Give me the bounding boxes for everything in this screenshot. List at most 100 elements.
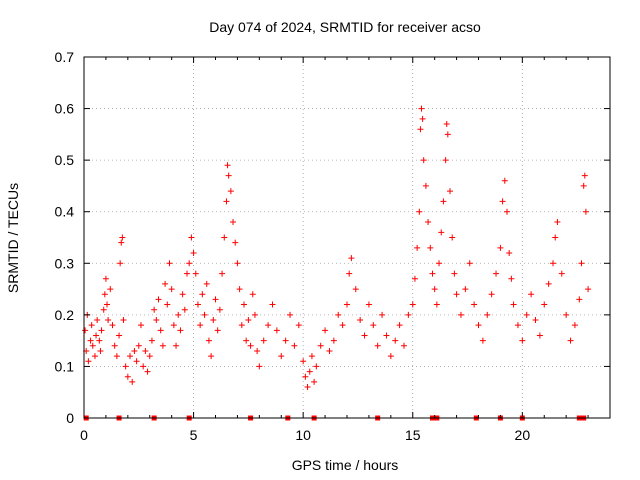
data-point: [223, 198, 230, 205]
data-point: [313, 363, 320, 370]
data-point: [578, 260, 585, 267]
data-point: [96, 337, 103, 344]
y-tick-labels: 0 0.1 0.2 0.3 0.4 0.5 0.6 0.7: [55, 49, 75, 426]
data-point: [148, 337, 155, 344]
data-point: [545, 280, 552, 287]
data-point: [129, 378, 136, 385]
data-point: [102, 275, 109, 282]
data-point: [422, 182, 429, 189]
data-point: [409, 301, 416, 308]
data-point: [304, 384, 311, 391]
y-tick-label: 0.5: [55, 152, 75, 168]
data-point: [541, 301, 548, 308]
data-point: [348, 255, 355, 262]
data-point: [212, 296, 219, 303]
data-point: [153, 317, 160, 324]
chart-title: Day 074 of 2024, SRMTID for receiver acs…: [209, 19, 481, 35]
data-point: [379, 311, 386, 318]
data-point: [291, 342, 298, 349]
data-point: [418, 105, 425, 112]
data-point: [411, 275, 418, 282]
data-point: [536, 332, 543, 339]
data-point: [571, 322, 578, 329]
x-tick-label: 10: [295, 427, 311, 443]
data-point: [240, 301, 247, 308]
data-point: [558, 270, 565, 277]
data-point: [256, 363, 263, 370]
data-point: [361, 332, 368, 339]
data-point: [273, 327, 280, 334]
data-point: [311, 378, 318, 385]
data-point: [162, 280, 169, 287]
data-point: [510, 301, 517, 308]
data-point: [205, 337, 212, 344]
y-tick-label: 0.7: [55, 49, 75, 65]
data-point: [131, 347, 138, 354]
x-tick-labels: 0 5 10 15 20: [80, 427, 530, 443]
data-point: [118, 239, 125, 246]
y-tick-label: 0.3: [55, 255, 75, 271]
data-point: [144, 368, 151, 375]
data-point: [581, 172, 588, 179]
grid-lines: [84, 57, 610, 418]
data-point: [201, 311, 208, 318]
data-point: [449, 234, 456, 241]
data-point: [322, 327, 329, 334]
data-point: [177, 327, 184, 334]
data-point: [164, 301, 171, 308]
data-point: [308, 353, 315, 360]
data-point: [300, 358, 307, 365]
data-point: [105, 317, 112, 324]
data-point: [221, 234, 228, 241]
data-point: [104, 301, 111, 308]
data-point: [282, 337, 289, 344]
data-point: [433, 301, 440, 308]
data-point: [567, 337, 574, 344]
data-point: [142, 347, 149, 354]
data-point: [344, 301, 350, 308]
data-point: [563, 311, 570, 318]
data-point: [370, 322, 377, 329]
data-point: [552, 234, 559, 241]
data-point: [440, 198, 447, 205]
data-point: [453, 291, 460, 298]
data-point: [425, 219, 432, 226]
data-point: [317, 342, 324, 349]
data-point: [238, 322, 245, 329]
data-point: [330, 337, 337, 344]
data-point: [116, 332, 123, 339]
data-point: [117, 260, 124, 267]
data-point: [175, 311, 182, 318]
data-point: [208, 353, 215, 360]
data-point: [113, 353, 120, 360]
data-point: [493, 270, 500, 277]
data-point: [365, 301, 372, 308]
data-point: [497, 244, 504, 251]
data-point: [447, 188, 454, 195]
data-point: [197, 322, 204, 329]
data-point: [580, 182, 587, 189]
data-point: [357, 317, 364, 324]
data-point: [383, 332, 390, 339]
data-point: [186, 260, 193, 267]
data-point: [339, 322, 346, 329]
data-point: [519, 337, 526, 344]
data-point: [249, 291, 256, 298]
data-point: [287, 311, 294, 318]
data-point: [135, 342, 142, 349]
data-point: [254, 347, 261, 354]
data-point: [466, 260, 473, 267]
y-tick-label: 0.2: [55, 307, 75, 323]
data-point: [188, 234, 195, 241]
data-point: [405, 311, 412, 318]
data-point: [269, 301, 276, 308]
data-point: [326, 347, 333, 354]
data-point: [417, 126, 424, 133]
data-point: [120, 317, 127, 324]
data-point: [89, 342, 96, 349]
data-point: [245, 317, 252, 324]
data-point: [427, 244, 434, 251]
y-tick-label: 0.6: [55, 101, 75, 117]
data-point: [295, 322, 302, 329]
data-point: [278, 353, 285, 360]
